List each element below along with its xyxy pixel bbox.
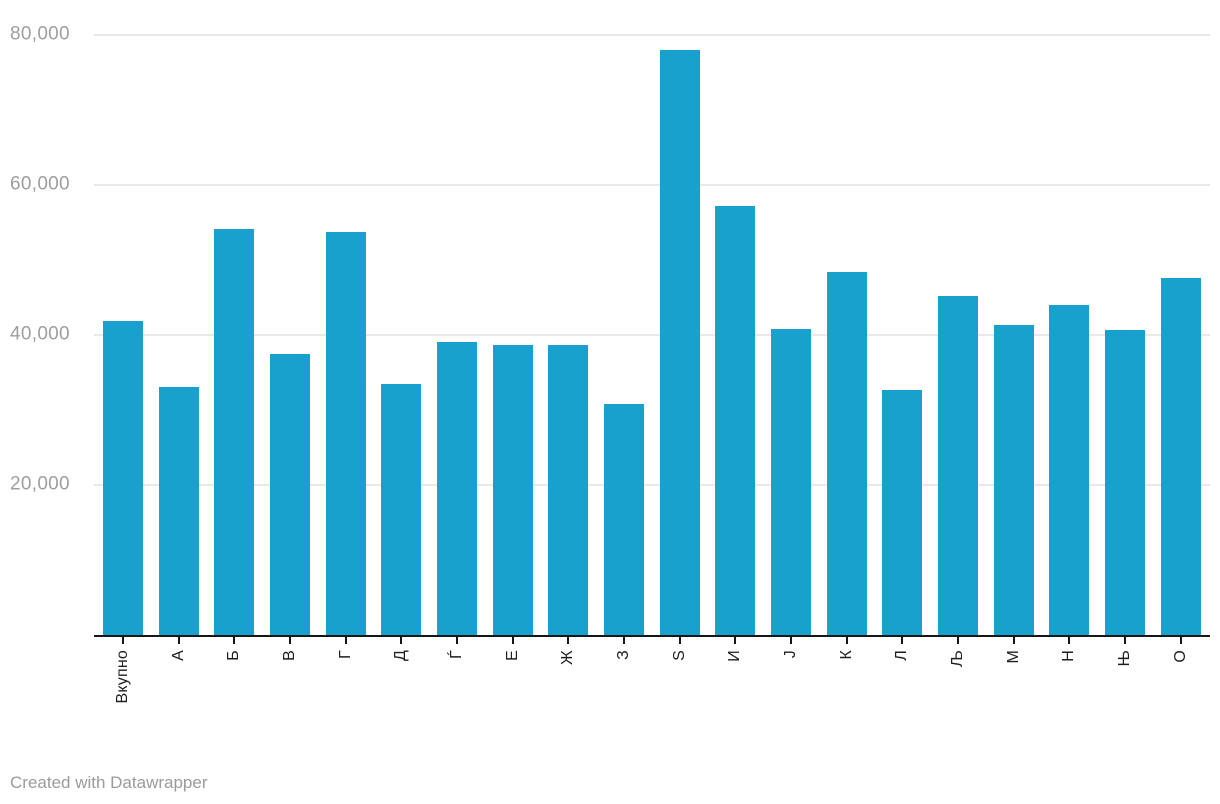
x-tick-label: Н xyxy=(1060,650,1078,662)
x-category: Њ xyxy=(1105,637,1145,767)
datawrapper-attribution[interactable]: Created with Datawrapper xyxy=(10,773,208,792)
x-category: Л xyxy=(882,637,922,767)
gridline xyxy=(94,484,1210,486)
x-category: Г xyxy=(326,637,366,767)
y-tick-label: 20,000 xyxy=(10,473,70,495)
x-tick-mark xyxy=(233,637,236,644)
x-category: Ѓ xyxy=(437,637,477,767)
y-tick-label: 60,000 xyxy=(10,173,70,195)
x-tick-mark xyxy=(400,637,403,644)
bar-Ѓ[interactable] xyxy=(437,342,478,635)
x-tick-label: Е xyxy=(503,650,521,661)
x-tick-mark xyxy=(678,637,681,644)
x-tick-mark xyxy=(734,637,737,644)
x-tick-label: Ѓ xyxy=(448,650,466,659)
x-category: О xyxy=(1161,637,1201,767)
x-axis-line xyxy=(94,635,1210,637)
bar-И[interactable] xyxy=(715,206,756,635)
bar-Љ[interactable] xyxy=(938,296,979,635)
x-tick-mark xyxy=(790,637,793,644)
bar-Е[interactable] xyxy=(492,345,533,635)
x-tick-mark xyxy=(623,637,626,644)
bar-Н[interactable] xyxy=(1049,305,1090,635)
x-tick-label: Ж xyxy=(559,650,577,665)
x-tick-mark xyxy=(901,637,904,644)
x-category: И xyxy=(715,637,755,767)
x-category: Ѕ xyxy=(660,637,700,767)
x-tick-label: А xyxy=(169,650,187,661)
bar-З[interactable] xyxy=(604,404,645,635)
x-category: К xyxy=(827,637,867,767)
x-tick-label: Љ xyxy=(949,650,967,668)
x-tick-label: И xyxy=(726,650,744,662)
x-category: З xyxy=(604,637,644,767)
x-tick-label: З xyxy=(615,650,633,660)
bar-Вкупно[interactable] xyxy=(103,321,143,635)
bar-Ж[interactable] xyxy=(548,345,589,635)
x-tick-label: Ј xyxy=(782,650,800,659)
bar-М[interactable] xyxy=(993,325,1034,635)
x-tick-label: Д xyxy=(392,650,410,662)
gridline xyxy=(94,334,1210,336)
x-tick-mark xyxy=(511,637,514,644)
x-category: Ј xyxy=(771,637,811,767)
y-tick-label: 80,000 xyxy=(10,23,70,45)
bar-Ј[interactable] xyxy=(771,329,812,635)
x-category: Вкупно xyxy=(103,637,143,767)
bar-В[interactable] xyxy=(270,354,311,635)
x-tick-mark xyxy=(567,637,570,644)
x-category: Љ xyxy=(938,637,978,767)
x-tick-mark xyxy=(957,637,960,644)
bar-Б[interactable] xyxy=(214,229,255,635)
x-tick-label: Л xyxy=(893,650,911,661)
y-tick-label: 40,000 xyxy=(10,323,70,345)
x-category: В xyxy=(270,637,310,767)
x-tick-mark xyxy=(1124,637,1127,644)
x-tick-label: О xyxy=(1171,650,1189,663)
bar-К[interactable] xyxy=(826,272,867,635)
x-category: А xyxy=(159,637,199,767)
x-tick-mark xyxy=(344,637,347,644)
x-tick-mark xyxy=(456,637,459,644)
x-tick-label: В xyxy=(281,650,299,661)
gridline xyxy=(94,34,1210,36)
bar-А[interactable] xyxy=(158,387,199,635)
x-tick-mark xyxy=(289,637,292,644)
x-category: Д xyxy=(381,637,421,767)
x-tick-mark xyxy=(1068,637,1071,644)
bar-О[interactable] xyxy=(1160,278,1201,635)
gridline xyxy=(94,184,1210,186)
x-category: Б xyxy=(214,637,254,767)
x-tick-label: Г xyxy=(336,650,354,659)
x-tick-label: Њ xyxy=(1116,650,1134,667)
bar-Њ[interactable] xyxy=(1105,330,1146,635)
x-category: Н xyxy=(1049,637,1089,767)
x-tick-mark xyxy=(845,637,848,644)
bar-Д[interactable] xyxy=(381,384,422,635)
x-tick-label: Б xyxy=(225,650,243,661)
x-category: Ж xyxy=(548,637,588,767)
bars-container xyxy=(103,35,1201,635)
bar-Ѕ[interactable] xyxy=(659,50,700,635)
bar-Г[interactable] xyxy=(325,232,366,635)
x-tick-mark xyxy=(122,637,124,644)
x-tick-mark xyxy=(177,637,180,644)
x-tick-mark xyxy=(1179,637,1182,644)
x-tick-label: М xyxy=(1004,650,1022,664)
x-tick-mark xyxy=(1012,637,1015,644)
x-tick-label: К xyxy=(837,650,855,660)
x-category: Е xyxy=(493,637,533,767)
x-category: М xyxy=(994,637,1034,767)
x-tick-label: Ѕ xyxy=(670,650,688,661)
x-tick-label: Вкупно xyxy=(114,650,131,704)
x-axis-labels: Вкупно А Б В Г Д Ѓ Е Ж З xyxy=(103,637,1201,767)
bar-Л[interactable] xyxy=(882,390,923,635)
